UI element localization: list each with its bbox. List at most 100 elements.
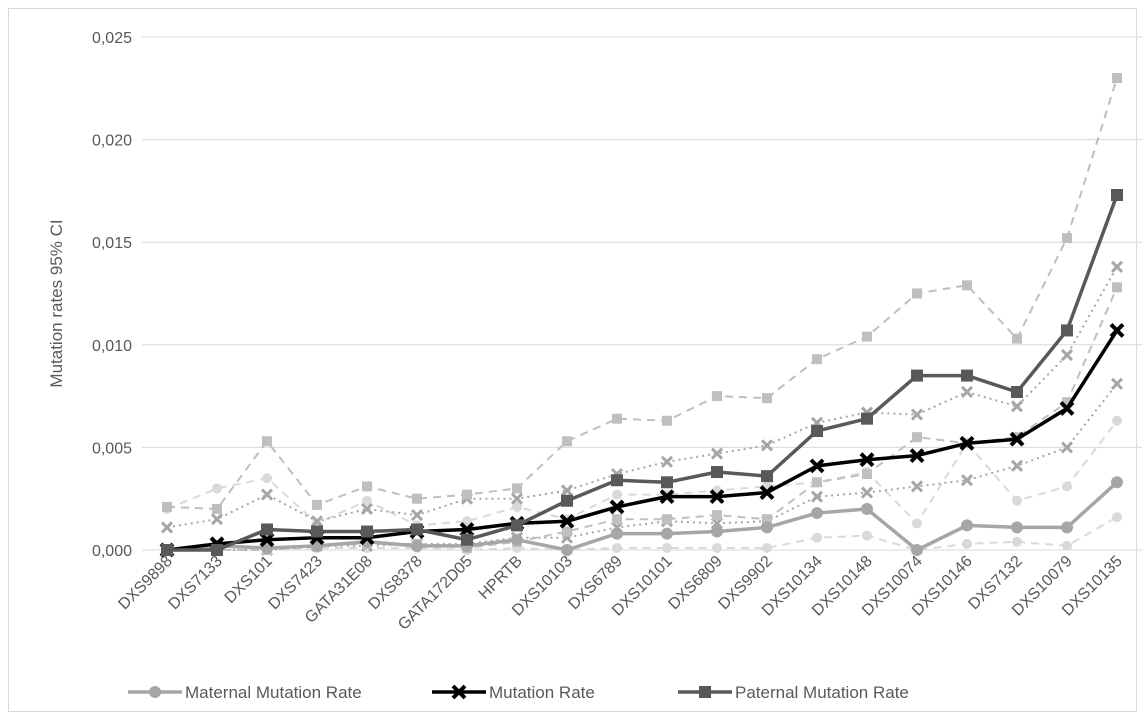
x-tick-label: DXS7133 <box>165 553 226 614</box>
mutation-rate-ci-upper-point <box>160 521 174 534</box>
paternal-mutation-rate-ci-upper-line <box>166 77 1118 510</box>
paternal-mutation-rate-ci-upper-point <box>612 413 622 424</box>
paternal-mutation-rate-ci-lower-point <box>912 432 922 443</box>
legend-label: Paternal Mutation Rate <box>735 683 909 702</box>
x-marker-stroke <box>760 439 774 452</box>
paternal-mutation-rate-point <box>911 369 923 382</box>
mutation-rate-point <box>659 489 675 505</box>
x-marker-stroke <box>909 448 925 464</box>
paternal-mutation-rate-point <box>711 466 723 479</box>
paternal-mutation-rate-point <box>961 369 973 382</box>
mutation-rate-point <box>559 513 575 529</box>
paternal-mutation-rate-ci-upper-point <box>1062 233 1072 244</box>
paternal-mutation-rate-ci-upper-point <box>1012 333 1022 344</box>
x-marker-stroke <box>959 435 975 451</box>
legend-item: Mutation Rate <box>432 683 595 702</box>
mutation-rate-point <box>1009 431 1025 447</box>
x-marker-stroke <box>1010 459 1024 472</box>
mutation-rate-ci-upper-point <box>210 513 224 526</box>
x-marker-stroke <box>1059 400 1075 416</box>
paternal-mutation-rate-ci-lower-point <box>1062 397 1072 408</box>
mutation-rate-ci-upper-point <box>260 488 274 501</box>
x-marker-stroke <box>451 684 467 700</box>
paternal-mutation-rate-point <box>1011 385 1023 398</box>
maternal-mutation-rate-ci-lower-point <box>1062 540 1072 551</box>
mutation-rate-ci-upper-point <box>410 509 424 522</box>
maternal-mutation-rate-point <box>561 544 573 556</box>
x-marker-stroke <box>1010 400 1024 413</box>
paternal-mutation-rate-ci-upper-point <box>812 354 822 365</box>
maternal-mutation-rate-point <box>961 519 973 532</box>
x-marker-stroke <box>1060 441 1074 454</box>
legend-marker <box>699 686 711 698</box>
legend: Maternal Mutation Rate Mutation Rate Pater… <box>128 683 909 702</box>
paternal-mutation-rate-point <box>211 544 223 556</box>
paternal-mutation-rate-point <box>261 523 273 536</box>
x-marker-stroke <box>360 502 374 516</box>
mutation-rate-ci-upper-point <box>1060 348 1074 362</box>
x-marker-stroke <box>1110 377 1124 390</box>
maternal-mutation-rate-point <box>1061 521 1073 534</box>
x-marker-stroke <box>910 480 924 493</box>
legend-marker <box>149 686 161 698</box>
paternal-mutation-rate-ci-upper-point <box>862 331 872 342</box>
maternal-mutation-rate-ci-lower-point <box>812 532 822 543</box>
paternal-mutation-rate-point <box>611 474 623 487</box>
maternal-mutation-rate-point <box>411 539 423 552</box>
paternal-mutation-rate-ci-upper-point <box>712 391 722 402</box>
paternal-mutation-rate-point <box>861 412 873 425</box>
mutation-rate-ci-lower-point <box>1010 459 1024 472</box>
maternal-mutation-rate-line <box>166 480 1119 552</box>
mutation-rate-ci-upper-point <box>510 492 524 505</box>
x-marker-stroke <box>960 474 974 487</box>
mutation-rate-ci-upper-point <box>710 447 724 460</box>
y-tick-label: 0,005 <box>92 440 132 457</box>
x-marker-stroke <box>1109 323 1125 338</box>
x-marker-stroke <box>410 509 424 522</box>
x-marker-stroke <box>659 489 675 505</box>
x-marker-stroke <box>860 486 874 499</box>
mutation-rate-point <box>1059 400 1075 416</box>
x-marker-stroke <box>910 408 924 421</box>
paternal-mutation-rate-point <box>161 544 173 556</box>
maternal-mutation-rate-ci-upper-point <box>462 516 472 527</box>
mutation-rate-ci-upper-point <box>760 439 774 452</box>
x-marker-stroke <box>1060 348 1074 362</box>
maternal-mutation-rate-point <box>911 544 923 556</box>
mutation-rate-point <box>909 448 925 464</box>
paternal-mutation-rate-ci-upper-point <box>362 481 372 492</box>
x-marker-stroke <box>210 513 224 526</box>
mutation-rate-ci-upper-point <box>360 502 374 516</box>
paternal-mutation-rate-ci-lower-point <box>612 514 622 525</box>
x-axis-ticks: DXS9898DXS7133DXS101DXS7423GATA31E08DXS8… <box>115 553 1126 634</box>
maternal-mutation-rate-ci-lower-line <box>167 516 1118 551</box>
x-marker-stroke <box>710 447 724 460</box>
paternal-mutation-rate-ci-lower-point <box>862 469 872 480</box>
paternal-mutation-rate-ci-lower-point <box>712 510 722 521</box>
mutation-rate-ci-lower-point <box>1060 441 1074 454</box>
paternal-mutation-rate-ci-upper-point <box>162 501 172 512</box>
paternal-mutation-rate-point <box>461 533 473 546</box>
maternal-mutation-rate-ci-upper-point <box>262 473 272 484</box>
paternal-mutation-rate-ci-upper-point <box>912 288 922 299</box>
y-tick-label: 0,000 <box>92 543 132 560</box>
mutation-rate-ci-upper-point <box>660 455 674 468</box>
paternal-mutation-rate-ci-upper-point <box>462 489 472 500</box>
mutation-rate-ci-upper-point <box>1110 260 1124 273</box>
maternal-mutation-rate-ci-lower-point <box>1012 536 1022 547</box>
paternal-mutation-rate-point <box>811 424 823 437</box>
paternal-mutation-rate-point <box>661 476 673 489</box>
chart-frame <box>8 8 1137 712</box>
maternal-mutation-rate-ci-upper-line <box>166 420 1118 527</box>
x-marker-stroke <box>559 513 575 529</box>
paternal-mutation-rate-point <box>761 470 773 483</box>
mutation-rate-point <box>859 452 875 468</box>
maternal-mutation-rate-point <box>611 527 623 540</box>
y-axis-label: Mutation rates 95% CI <box>47 219 66 387</box>
mutation-rate-point <box>959 435 975 451</box>
maternal-mutation-rate-point <box>711 525 723 538</box>
paternal-mutation-rate-line <box>167 194 1119 552</box>
mutation-rate-point <box>759 485 775 500</box>
mutation-rate-ci-lower-point <box>960 474 974 487</box>
